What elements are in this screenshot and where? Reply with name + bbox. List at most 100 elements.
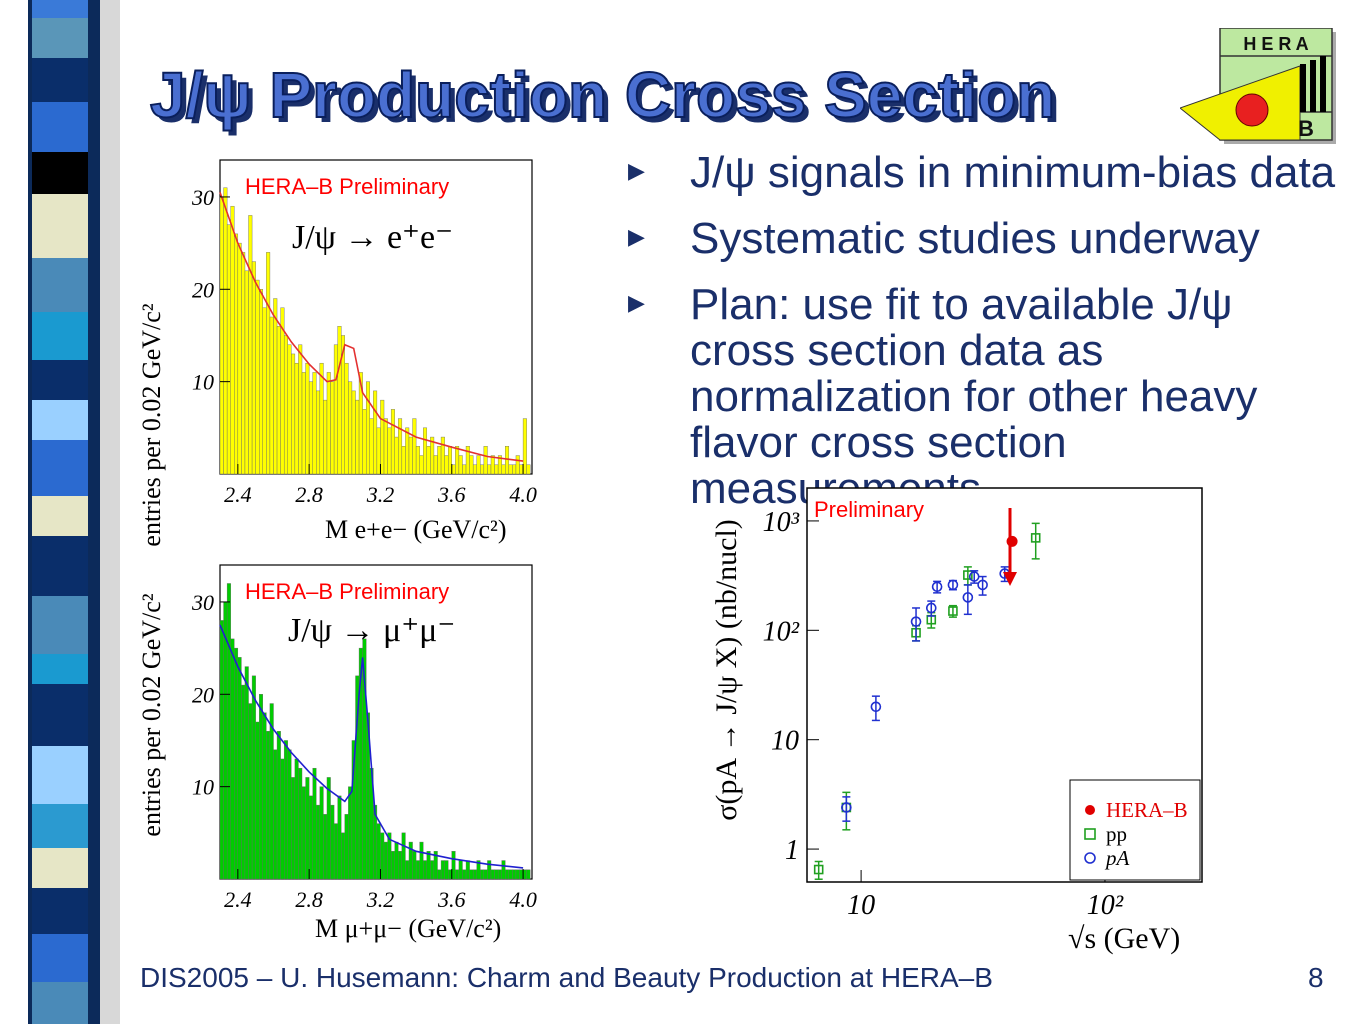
histogram-bar: [219, 196, 224, 475]
preliminary-label: HERA–B Preliminary: [245, 174, 449, 199]
y-axis-label: σ(pA → J/ψ X) (nb/nucl): [710, 519, 743, 821]
histogram-bar: [472, 464, 477, 475]
histogram-bar: [508, 869, 513, 880]
histogram-bar: [294, 362, 299, 475]
legend-marker: [1084, 852, 1096, 864]
preliminary-label: Preliminary: [814, 497, 924, 522]
histogram-bar: [480, 464, 485, 475]
histogram-bar: [294, 758, 299, 880]
histogram-bar: [316, 804, 321, 880]
histogram-bar: [401, 446, 406, 475]
histogram-bar: [426, 851, 431, 880]
bullet-item: ▶ Systematic studies underway: [628, 216, 1348, 262]
histogram-bar: [312, 372, 317, 475]
x-axis-label: √s (GeV): [1068, 922, 1180, 955]
histogram-bar: [262, 307, 267, 475]
histogram-bar: [259, 289, 263, 475]
histogram-bar: [455, 869, 460, 880]
histogram-bar: [319, 786, 324, 880]
x-axis-label: M e+e− (GeV/c²): [325, 515, 507, 544]
histogram-bar: [408, 436, 413, 475]
bullet-arrow-icon: ▶: [628, 158, 645, 183]
data-point-pa: [870, 701, 882, 713]
histogram-bar: [280, 758, 285, 880]
histogram-bar: [319, 362, 324, 475]
decorative-sidebar-stripe: [0, 0, 120, 1024]
histogram-bar: [387, 427, 392, 475]
histogram-bar: [223, 601, 228, 880]
hera-b-logo: H E R A B: [1180, 28, 1336, 144]
histogram-bar: [462, 869, 467, 880]
histogram-bar: [355, 399, 360, 475]
histogram-bar: [433, 455, 438, 475]
histogram-bar: [483, 869, 488, 880]
histogram-bar: [444, 455, 449, 475]
legend-label: pp: [1106, 822, 1127, 846]
legend-label: pA: [1104, 846, 1130, 870]
histogram-bar: [522, 869, 527, 880]
histogram-bar: [287, 344, 292, 475]
data-point-pa: [977, 579, 988, 591]
histogram-bar: [337, 326, 342, 475]
legend-marker: [1084, 828, 1096, 840]
histogram-bar: [373, 390, 378, 475]
preliminary-label: HERA–B Preliminary: [245, 579, 449, 604]
histogram-bar: [298, 767, 303, 880]
histogram-bar: [426, 446, 431, 475]
histogram-bar: [301, 786, 306, 880]
histogram-bar: [398, 418, 403, 475]
bullet-arrow-icon: ▶: [628, 224, 645, 249]
logo-bottom-text: B: [1298, 116, 1314, 141]
histogram-bar: [490, 869, 495, 880]
chart-title: J/ψ → μ⁺μ⁻: [288, 612, 455, 649]
y-tick-label: 20: [192, 277, 214, 302]
data-point-pp: [813, 864, 824, 875]
data-point-pa: [841, 802, 852, 813]
histogram-bar: [337, 795, 342, 880]
histogram-bar: [412, 418, 417, 475]
histogram-bar: [380, 399, 385, 475]
bullet-list: ▶ J/ψ signals in minimum-bias data ▶ Sys…: [628, 150, 1348, 532]
histogram-bar: [251, 675, 256, 880]
y-tick-label: 10: [192, 370, 214, 395]
histogram-bar: [291, 353, 296, 475]
histogram-bar: [433, 851, 438, 880]
histogram-bar: [490, 455, 495, 475]
histogram-bar: [394, 436, 399, 475]
histogram-bar: [273, 749, 278, 880]
bullet-arrow-icon: ▶: [628, 290, 645, 315]
histogram-bar: [326, 372, 331, 475]
data-point-pa: [947, 579, 959, 591]
histogram-bar: [312, 767, 317, 880]
histogram-bar: [458, 455, 463, 475]
data-point-pp: [963, 570, 973, 580]
histogram-bar: [369, 418, 374, 475]
histogram-bar: [405, 427, 410, 475]
histogram-bar: [505, 446, 510, 475]
histogram-bar: [298, 344, 303, 475]
histogram-bar: [330, 381, 335, 475]
histogram-bar: [494, 464, 499, 475]
histogram-bar: [305, 362, 310, 475]
x-tick-label: 2.4: [224, 887, 252, 912]
histogram-bar: [283, 740, 288, 880]
histogram-bar: [437, 446, 442, 475]
histogram-bar: [512, 464, 517, 475]
legend-marker: [1085, 805, 1095, 815]
histogram-bar: [487, 860, 492, 880]
x-tick-label: 4.0: [509, 887, 536, 912]
histogram-bar: [519, 869, 524, 880]
histogram-bar: [333, 344, 338, 475]
bullet-text: J/ψ signals in minimum-bias data: [690, 148, 1336, 197]
histogram-bar: [448, 869, 452, 880]
histogram-bar: [262, 712, 267, 880]
histogram-bar: [326, 777, 331, 880]
histogram-bar: [308, 381, 313, 475]
histogram-bar: [376, 427, 381, 475]
histogram-bar: [383, 418, 388, 475]
histogram-bar: [526, 869, 531, 880]
histogram-bar: [276, 731, 281, 880]
histogram-bar: [241, 684, 246, 880]
histogram-bar: [241, 252, 246, 475]
x-tick-label: 2.8: [295, 482, 323, 507]
